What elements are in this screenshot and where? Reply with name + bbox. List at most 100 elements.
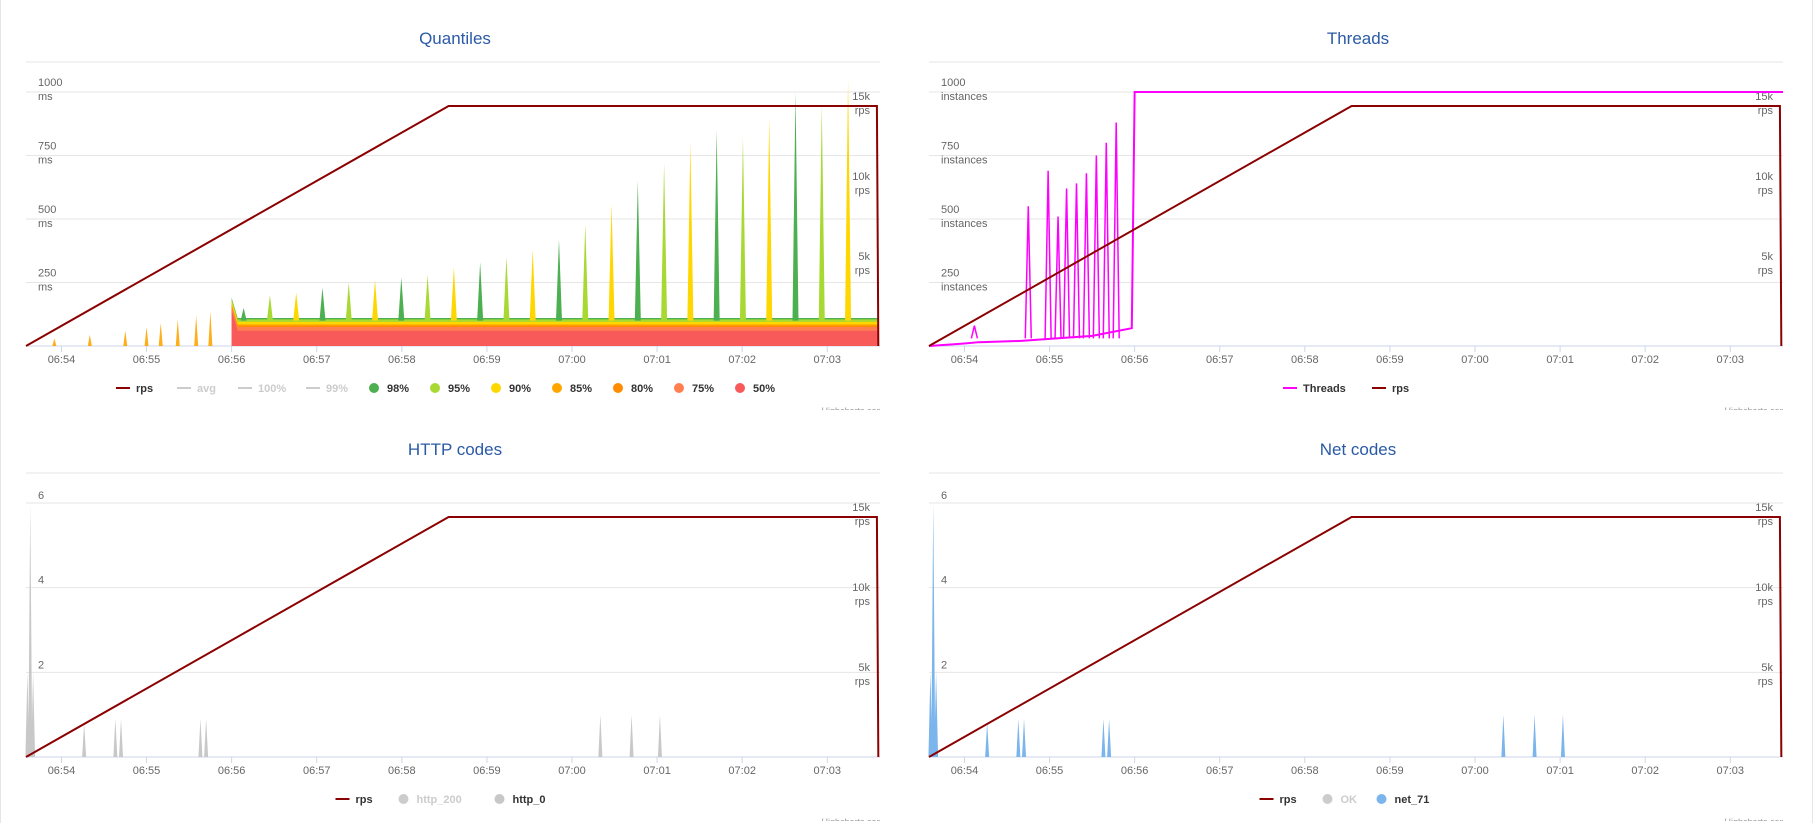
legend-item-http-0[interactable]: http_0: [494, 794, 546, 806]
legend-symbol: [674, 383, 684, 393]
legend-item-100-[interactable]: 100%: [238, 383, 286, 395]
legend-item-98-[interactable]: 98%: [369, 383, 409, 395]
early-spike: [194, 315, 199, 346]
early-spike: [158, 323, 163, 346]
code-spike: [934, 672, 939, 757]
x-tick-label: 06:55: [1036, 765, 1064, 777]
threads-spike: [1062, 188, 1071, 339]
y2-tick-label: 10k: [852, 582, 870, 594]
threads-spike: [1044, 170, 1052, 339]
rps-line: [928, 105, 1783, 347]
credits-link: Highcharts.com: [821, 406, 880, 410]
y-tick-label: 6: [38, 490, 44, 502]
legend: rps OK net_71: [1259, 794, 1430, 806]
legend-symbol: [494, 794, 505, 804]
x-tick-label: 06:59: [473, 354, 501, 366]
x-tick-label: 06:54: [48, 354, 76, 366]
quantile-spike: [345, 282, 352, 321]
y2-tick-label: 15k: [1755, 91, 1773, 103]
legend-item-rps[interactable]: rps: [335, 794, 373, 806]
chart-threads: Threads 250 instances 500 instances 750 instan…: [903, 0, 1783, 410]
y-unit-label: ms: [38, 282, 53, 294]
legend-item-50-[interactable]: 50%: [735, 383, 775, 395]
x-tick-label: 07:00: [558, 765, 586, 777]
early-spike: [175, 319, 180, 346]
x-tick-label: 06:58: [388, 354, 416, 366]
legend-label: 95%: [448, 383, 470, 395]
quantile-spike: [582, 224, 589, 321]
x-tick-label: 07:00: [1461, 765, 1489, 777]
y2-tick-label: 10k: [1755, 171, 1773, 183]
legend-item-ok[interactable]: OK: [1322, 794, 1358, 806]
x-tick-label: 06:55: [133, 765, 161, 777]
y2-unit-label: rps: [1758, 105, 1774, 117]
legend-label: net_71: [1395, 794, 1430, 806]
y2-tick-label: 10k: [1755, 582, 1773, 594]
legend-item-rps[interactable]: rps: [1259, 794, 1297, 806]
y-tick-label: 1000: [38, 77, 62, 89]
legend-item-95-[interactable]: 95%: [430, 383, 470, 395]
quantile-spike: [687, 142, 694, 321]
quantile-spike: [293, 292, 300, 321]
legend-symbol: [735, 383, 745, 393]
legend-item-85-[interactable]: 85%: [552, 383, 592, 395]
quantile-spike: [477, 262, 484, 321]
code-spike: [113, 718, 118, 757]
quantile-spike: [845, 79, 852, 321]
rps-line: [25, 105, 880, 347]
quantile-spike: [766, 117, 773, 321]
legend-symbol: [1322, 794, 1333, 804]
y-unit-label: instances: [941, 282, 988, 294]
legend-item-http-200[interactable]: http_200: [398, 794, 462, 806]
code-spike: [204, 718, 209, 757]
quantile-spike: [240, 307, 247, 321]
legend-label: Threads: [1303, 383, 1346, 395]
x-tick-label: 07:03: [814, 354, 842, 366]
legend-item-rps[interactable]: rps: [116, 383, 153, 395]
x-tick-label: 06:58: [1291, 354, 1319, 366]
threads-spike: [1112, 122, 1120, 339]
legend-symbol: [613, 383, 623, 393]
quantile-spike: [529, 249, 536, 321]
legend-item-rps[interactable]: rps: [1372, 383, 1409, 395]
y-tick-label: 2: [941, 659, 947, 671]
x-tick-label: 06:56: [218, 765, 246, 777]
legend-label: 75%: [692, 383, 714, 395]
y-unit-label: ms: [38, 218, 53, 230]
legend-item-threads[interactable]: Threads: [1283, 383, 1346, 395]
y-tick-label: 500: [941, 204, 959, 216]
legend-item-90-[interactable]: 90%: [491, 383, 531, 395]
quantile-spike: [372, 279, 379, 321]
legend: rps http_200 http_0: [335, 794, 546, 806]
code-spike: [31, 672, 36, 757]
x-tick-label: 06:57: [303, 765, 331, 777]
x-tick-label: 07:03: [814, 765, 842, 777]
credits-link: Highcharts.com: [821, 817, 880, 821]
y-tick-label: 750: [38, 141, 56, 153]
x-tick-label: 06:57: [303, 354, 331, 366]
legend-item-75-[interactable]: 75%: [674, 383, 714, 395]
x-tick-label: 06:54: [48, 765, 76, 777]
legend-item-net-71[interactable]: net_71: [1376, 794, 1430, 806]
code-spike: [119, 718, 124, 757]
legend-item-99-[interactable]: 99%: [306, 383, 348, 395]
legend-label: rps: [356, 794, 373, 806]
early-spike: [144, 326, 149, 346]
quantile-band-50: [231, 310, 879, 346]
legend-item-80-[interactable]: 80%: [613, 383, 653, 395]
quantile-spike: [608, 203, 615, 321]
x-tick-label: 06:58: [388, 765, 416, 777]
legend-label: 99%: [326, 383, 348, 395]
code-spike: [1107, 718, 1112, 757]
credits-link: Highcharts.com: [1724, 406, 1783, 410]
threads-spike: [1082, 173, 1091, 339]
quantile-spike: [398, 277, 405, 321]
legend-item-avg[interactable]: avg: [177, 383, 216, 395]
quantile-spike: [450, 267, 457, 321]
legend-label: 85%: [570, 383, 592, 395]
threads-spike: [1092, 155, 1101, 339]
x-tick-label: 06:57: [1206, 354, 1234, 366]
y2-unit-label: rps: [1758, 676, 1774, 688]
code-spike: [985, 723, 990, 757]
y-tick-label: 2: [38, 659, 44, 671]
